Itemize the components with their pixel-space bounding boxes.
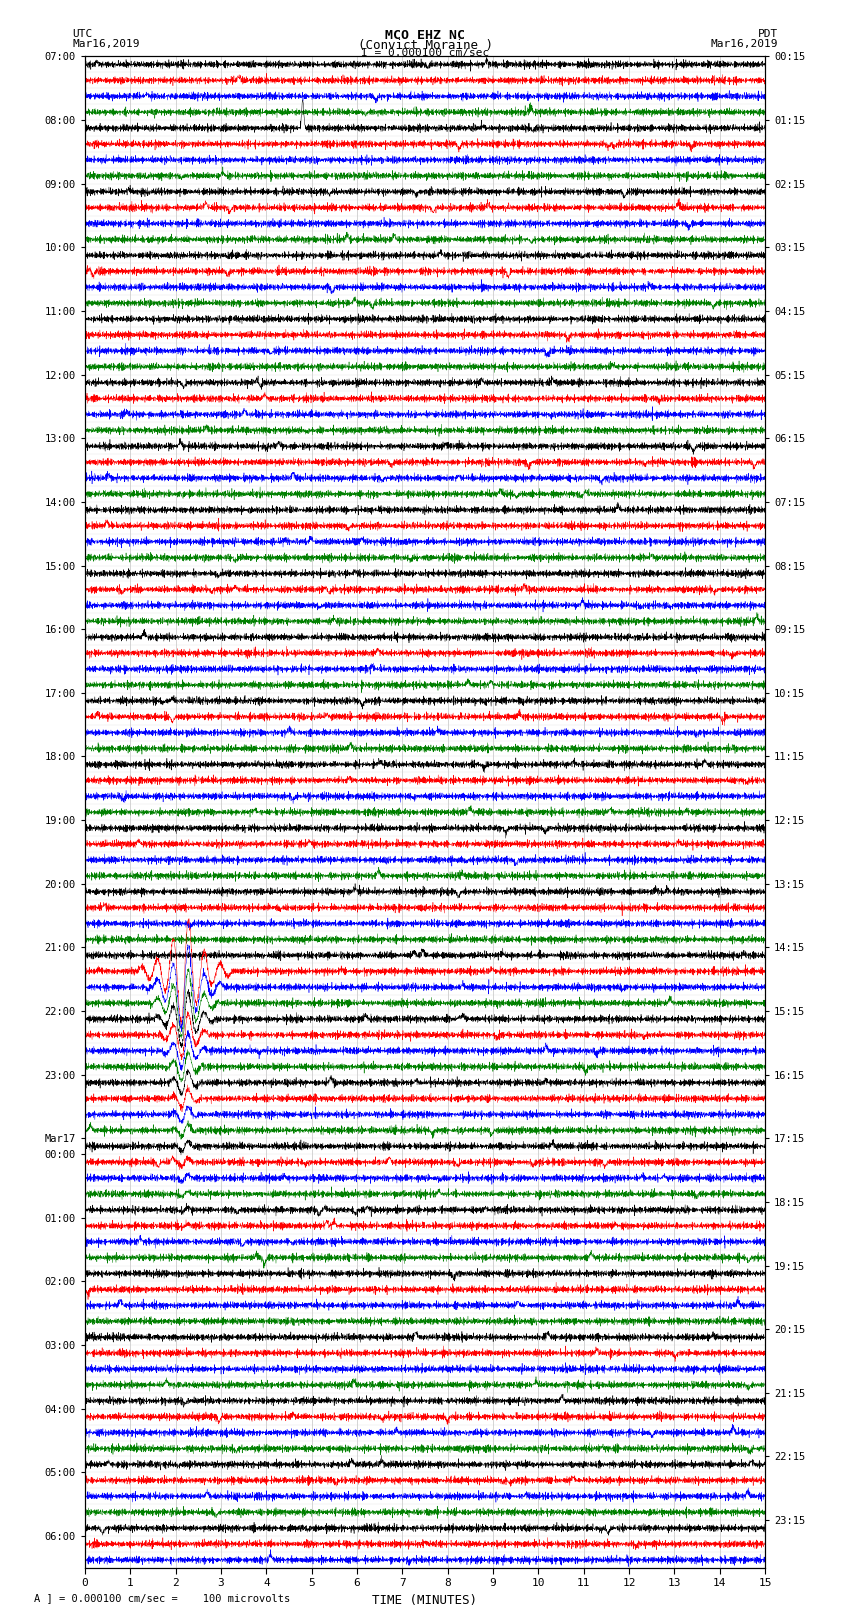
Text: (Convict Moraine ): (Convict Moraine ) (358, 39, 492, 52)
X-axis label: TIME (MINUTES): TIME (MINUTES) (372, 1594, 478, 1607)
Text: Mar16,2019: Mar16,2019 (711, 39, 778, 48)
Text: MCO EHZ NC: MCO EHZ NC (385, 29, 465, 42)
Text: UTC: UTC (72, 29, 93, 39)
Text: Mar16,2019: Mar16,2019 (72, 39, 139, 48)
Text: A ] = 0.000100 cm/sec =    100 microvolts: A ] = 0.000100 cm/sec = 100 microvolts (34, 1594, 290, 1603)
Text: I = 0.000100 cm/sec: I = 0.000100 cm/sec (361, 48, 489, 58)
Text: PDT: PDT (757, 29, 778, 39)
